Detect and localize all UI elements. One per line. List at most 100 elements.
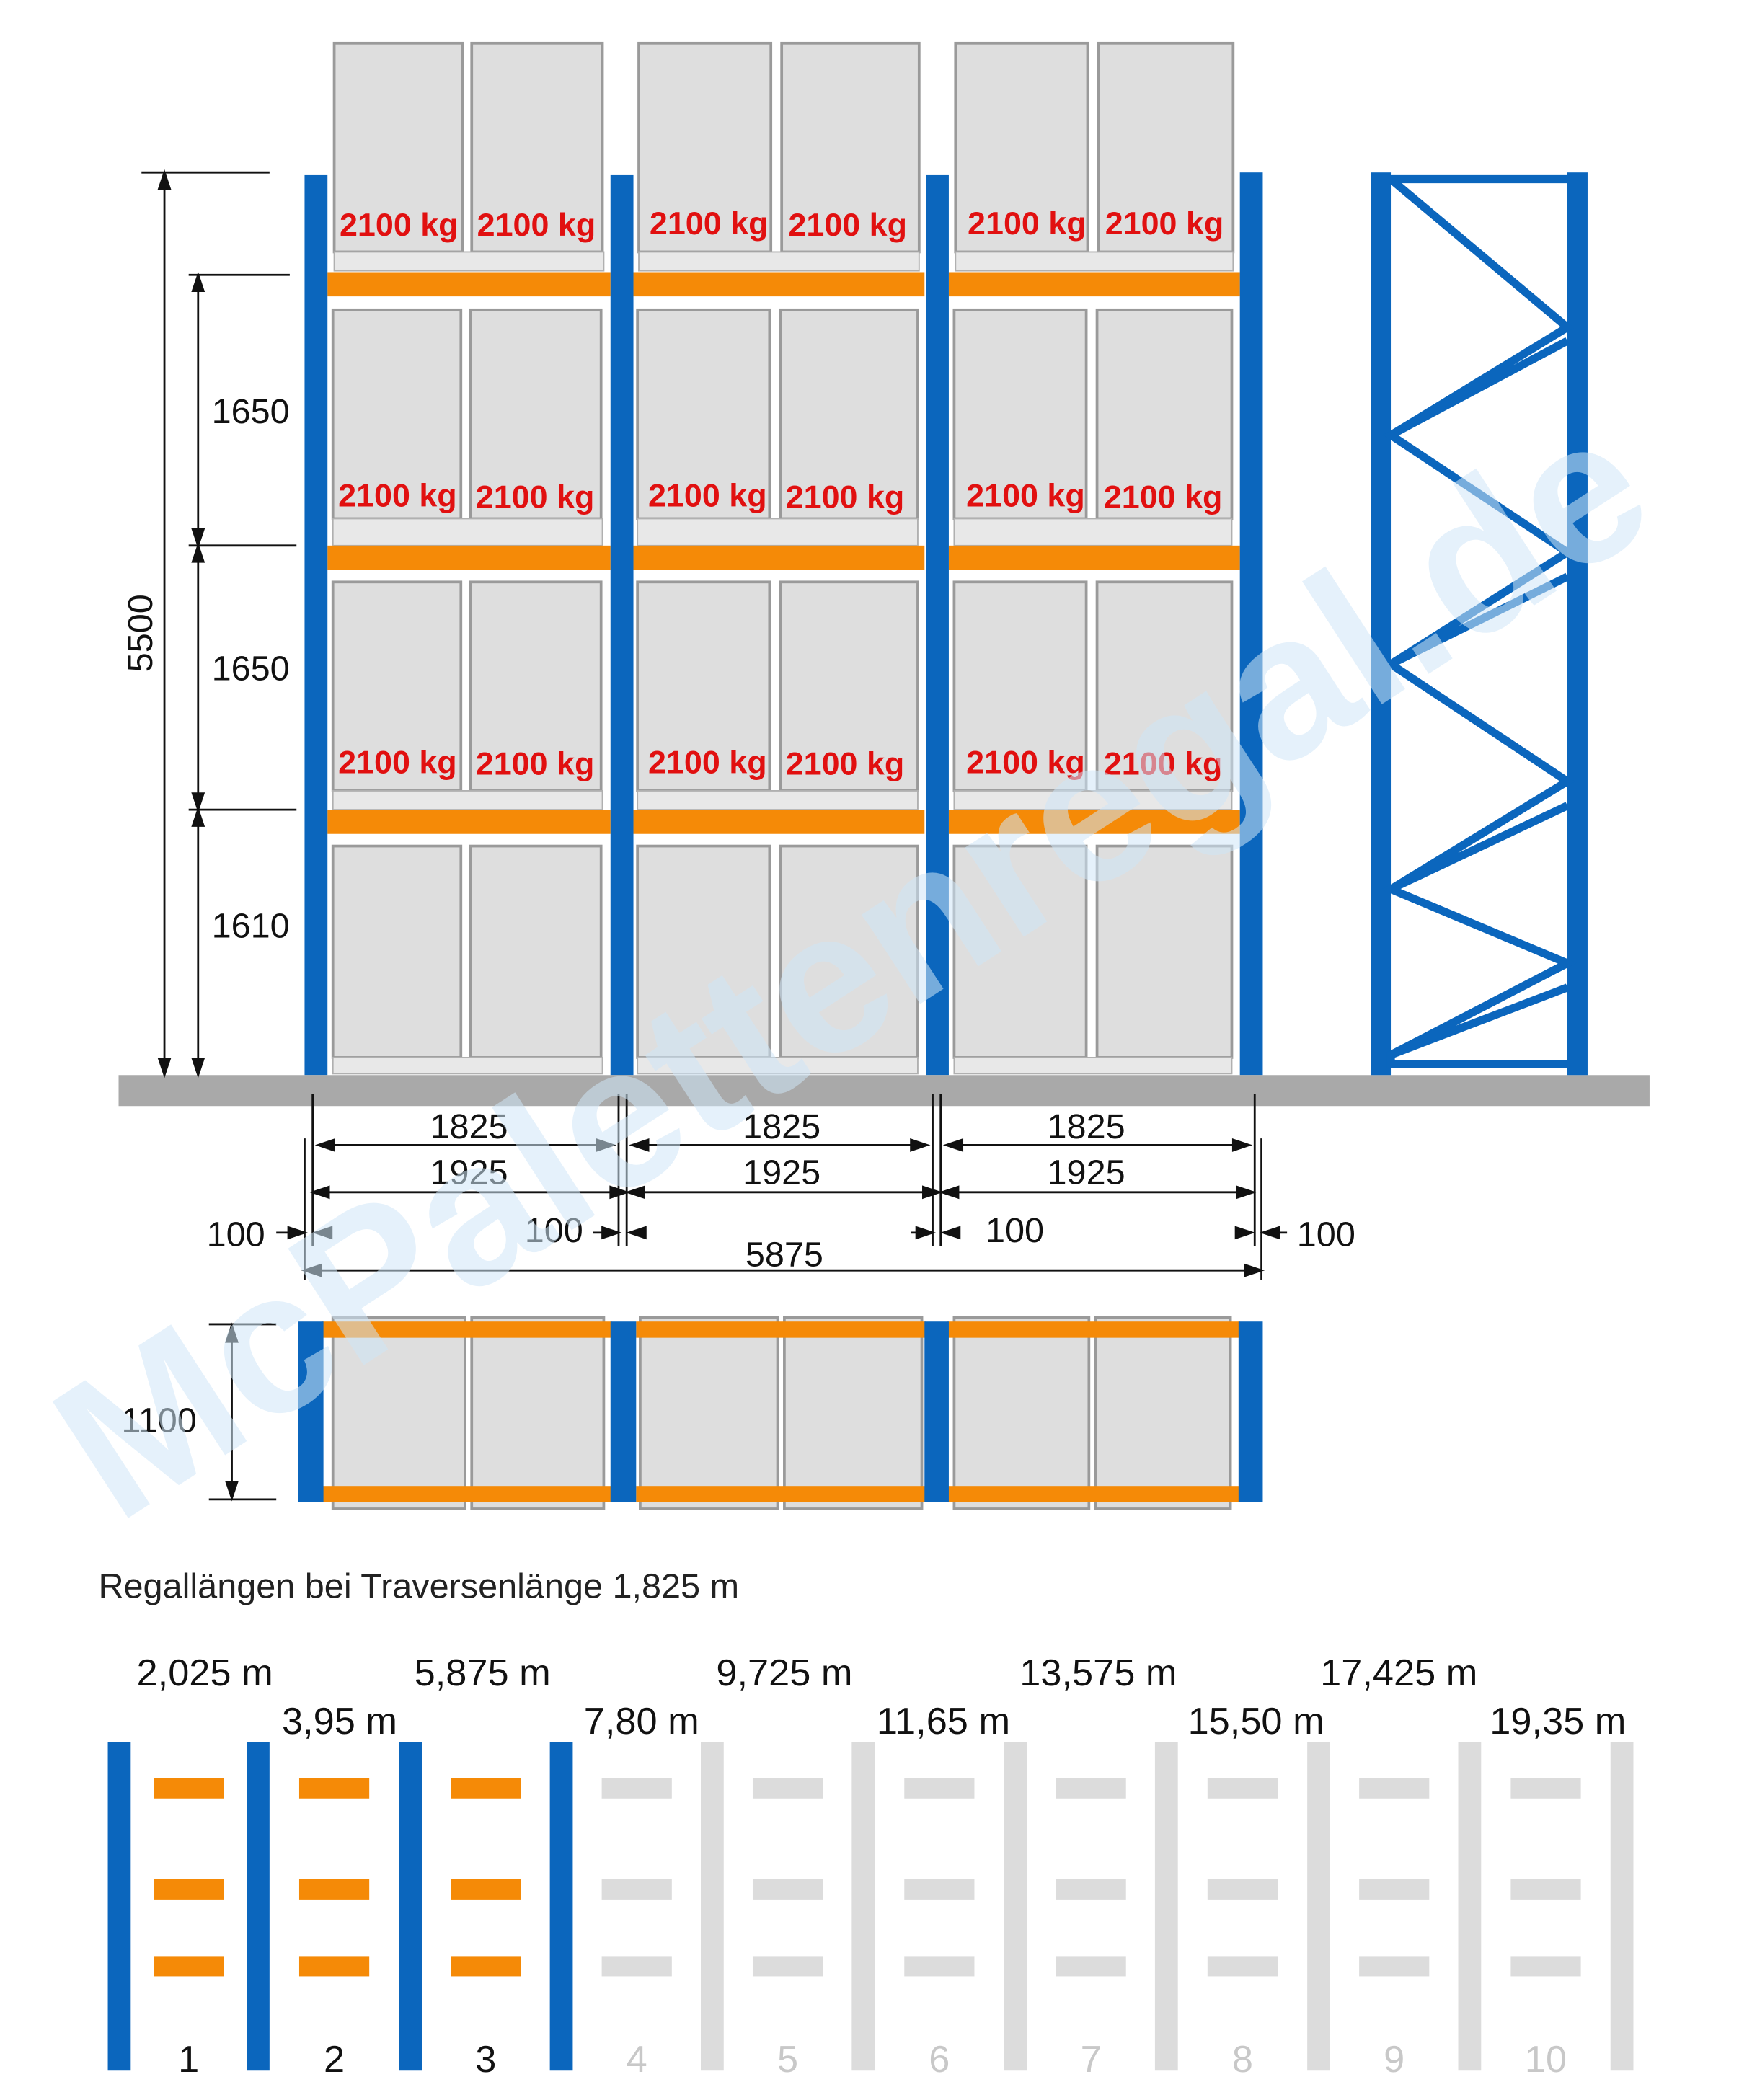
load-label: 2100 kg [1104, 745, 1223, 782]
upright-top [610, 1321, 637, 1502]
length-label: 11,65 m [877, 1701, 1010, 1742]
load-label: 2100 kg [966, 744, 1085, 781]
upright [304, 174, 328, 1076]
load-label: 2100 kg [476, 479, 595, 515]
length-label: 2,025 m [137, 1652, 273, 1694]
beam-pitch-label: 1925 [1048, 1153, 1125, 1192]
length-label: 15,50 m [1188, 1701, 1324, 1742]
schematic-beam [1359, 1778, 1430, 1799]
upright [926, 174, 949, 1076]
schematic-beam [298, 1956, 370, 1977]
beam [948, 810, 1240, 834]
pallet [469, 844, 603, 1059]
bay-number: 6 [929, 2039, 950, 2081]
pallet-top [331, 1316, 466, 1510]
schematic-beam [1056, 1879, 1126, 1900]
inner-width-label: 1825 [743, 1107, 820, 1146]
upright-top [298, 1321, 324, 1502]
pallet [779, 844, 919, 1059]
schematic-beam [154, 1879, 224, 1900]
pallet [331, 844, 463, 1059]
schematic-upright [399, 1742, 422, 2071]
length-label: 5,875 m [415, 1652, 551, 1694]
schematic-beam [1207, 1879, 1278, 1900]
side-frame [1371, 172, 1588, 1076]
upright-width-label: 100 [986, 1211, 1044, 1250]
pallet-loads [331, 41, 1235, 1059]
top-view: 1100 [121, 1316, 1263, 1510]
pallet [637, 41, 773, 254]
pallet-top [639, 1316, 779, 1510]
schematic-upright [701, 1742, 724, 2071]
length-label: 3,95 m [282, 1701, 397, 1742]
bay-number: 2 [324, 2039, 345, 2081]
schematic-beam [752, 1778, 823, 1799]
length-label: 9,725 m [716, 1652, 852, 1694]
load-label: 2100 kg [476, 745, 595, 782]
bay-number: 4 [627, 2039, 647, 2081]
bay-number: 8 [1232, 2039, 1253, 2081]
beam-top [322, 1321, 612, 1338]
bay-number: 1 [178, 2039, 199, 2081]
schematic-upright [107, 1742, 131, 2071]
pallet [1095, 308, 1234, 520]
pallet-top [470, 1316, 606, 1510]
schematic-beam [1359, 1879, 1430, 1900]
height-dimensions [141, 169, 297, 1078]
bay-number: 3 [475, 2039, 496, 2081]
load-label: 2100 kg [966, 477, 1085, 514]
length-label: 17,425 m [1320, 1652, 1477, 1694]
load-label: 2100 kg [338, 744, 457, 781]
level-height-label: 1650 [212, 650, 290, 688]
schematic-beam [154, 1956, 224, 1977]
schematic-beam [601, 1879, 672, 1900]
bay-number: 9 [1384, 2039, 1404, 2081]
bay-number: 5 [777, 2039, 798, 2081]
beam-top [636, 1321, 926, 1338]
bay-schematic: 1 2 3 4 5 6 7 8 9 10 [107, 1742, 1634, 2081]
schematic-beam [451, 1778, 521, 1799]
inner-width-label: 1825 [430, 1107, 508, 1146]
schematic-beam [904, 1956, 975, 1977]
inner-width-label: 1825 [1048, 1107, 1125, 1146]
total-height-label: 5500 [121, 594, 160, 672]
load-label: 2100 kg [786, 479, 905, 515]
bay-number: 7 [1081, 2039, 1102, 2081]
pallet [636, 844, 771, 1059]
pallet [779, 308, 919, 520]
schematic-upright [247, 1742, 270, 2071]
beam [948, 545, 1240, 570]
schematic-beam [601, 1778, 672, 1799]
schematic-upright [1610, 1742, 1634, 2071]
beams-front [327, 272, 1240, 834]
upright-top [924, 1321, 949, 1502]
schematic-beam [1510, 1956, 1581, 1977]
floor [118, 1075, 1650, 1107]
schematic-upright [1307, 1742, 1330, 2071]
load-label: 2100 kg [786, 745, 905, 782]
load-label: 2100 kg [340, 206, 459, 243]
load-label: 2100 kg [338, 477, 457, 514]
schematic-beam [752, 1956, 823, 1977]
beam-top [636, 1486, 926, 1502]
beam [633, 545, 925, 570]
pallet [952, 308, 1088, 520]
load-labels: 2100 kg 2100 kg 2100 kg 2100 kg 2100 kg … [338, 205, 1224, 781]
front-view: 2100 kg 2100 kg 2100 kg 2100 kg 2100 kg … [118, 41, 1650, 1107]
upright-top [1238, 1321, 1263, 1502]
depth-label: 1100 [121, 1401, 196, 1440]
pallet [469, 580, 603, 792]
beam-pitch-label: 1925 [743, 1153, 820, 1192]
schematic-beam [298, 1879, 370, 1900]
upright-width-label: 100 [1297, 1215, 1355, 1254]
pallet [952, 580, 1088, 792]
load-label: 2100 kg [648, 477, 767, 514]
schematic-upright [1154, 1742, 1178, 2071]
load-label: 2100 kg [1105, 205, 1224, 242]
beam [327, 810, 611, 834]
schematic-upright [1004, 1742, 1027, 2071]
load-label: 2100 kg [650, 205, 769, 242]
beam [327, 545, 611, 570]
load-label: 2100 kg [477, 206, 596, 243]
